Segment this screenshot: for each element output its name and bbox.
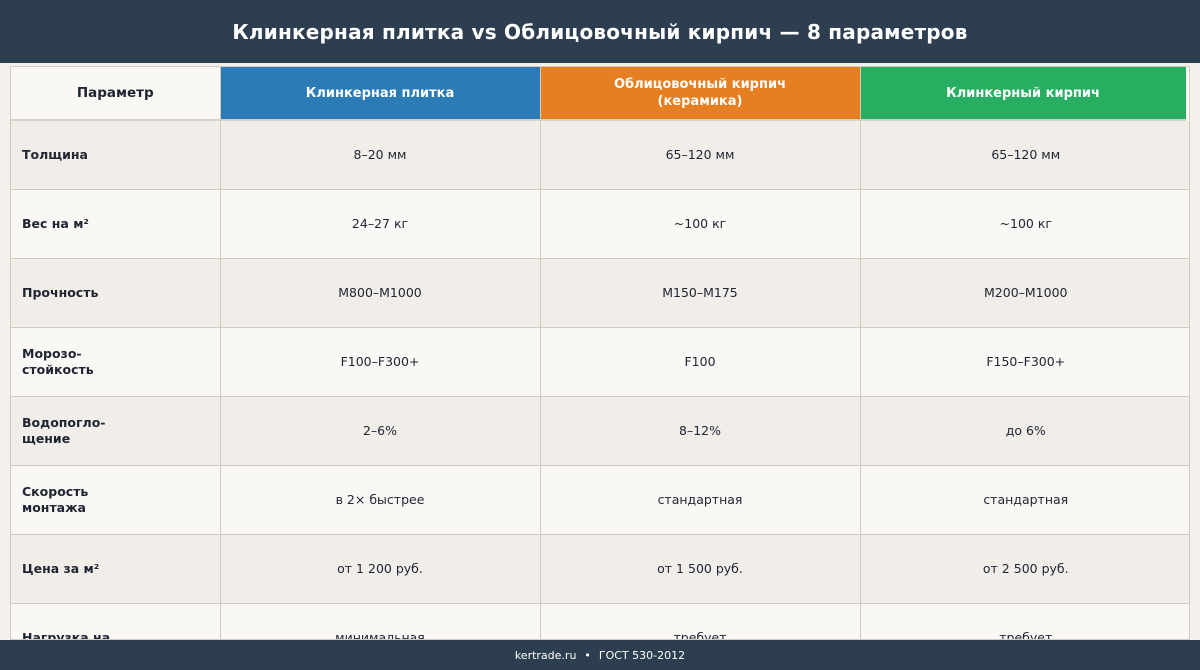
cell-facing-brick: от 1 500 руб. — [540, 534, 861, 604]
page-header: Клинкерная плитка vs Облицовочный кирпич… — [0, 0, 1200, 63]
cell-clinker-brick: М200–М1000 — [860, 258, 1189, 328]
table-row: Прочность М800–М1000 М150–М175 М200–М1000 — [11, 258, 1189, 328]
footer-standard: ГОСТ 530-2012 — [598, 648, 686, 662]
column-header-parameter: Параметр — [11, 67, 221, 120]
cell-parameter: Вес на м² — [11, 189, 221, 259]
table-row: Толщина 8–20 мм 65–120 мм 65–120 мм — [11, 120, 1189, 190]
column-header-facing-brick: Облицовочный кирпич (керамика) — [540, 67, 861, 120]
cell-clinker-tile: F100–F300+ — [220, 327, 541, 397]
cell-parameter: Скорость монтажа — [11, 465, 221, 535]
cell-parameter: Водопогло-щение — [11, 396, 221, 466]
cell-facing-brick: 65–120 мм — [540, 120, 861, 190]
column-header-clinker-tile: Клинкерная плитка — [220, 67, 541, 120]
page-footer: kertrade.ru • ГОСТ 530-2012 — [0, 640, 1200, 670]
cell-clinker-tile: минимальная — [220, 603, 541, 639]
table-row: Скорость монтажа в 2× быстрее стандартная ст… — [11, 465, 1189, 535]
table-row: Водопогло-щение 2–6% 8–12% до 6% — [11, 396, 1189, 466]
table-row: Нагрузка на минимальная требует требует — [11, 603, 1189, 639]
cell-facing-brick: стандартная — [540, 465, 861, 535]
table-row: Морозо-стойкость F100–F300+ F100 F150–F300+ — [11, 327, 1189, 397]
cell-clinker-tile: в 2× быстрее — [220, 465, 541, 535]
cell-clinker-brick: требует — [860, 603, 1189, 639]
cell-clinker-tile: 24–27 кг — [220, 189, 541, 259]
comparison-table-container[interactable]: Параметр Клинкерная плитка Облицовочный … — [10, 66, 1190, 640]
page-title: Клинкерная плитка vs Облицовочный кирпич… — [232, 19, 968, 44]
table-header: Параметр Клинкерная плитка Облицовочный … — [11, 67, 1189, 120]
cell-clinker-brick: ~100 кг — [860, 189, 1189, 259]
table-row: Вес на м² 24–27 кг ~100 кг ~100 кг — [11, 189, 1189, 259]
cell-clinker-brick: 65–120 мм — [860, 120, 1189, 190]
cell-facing-brick: F100 — [540, 327, 861, 397]
cell-parameter: Цена за м² — [11, 534, 221, 604]
cell-facing-brick: ~100 кг — [540, 189, 861, 259]
cell-clinker-tile: 8–20 мм — [220, 120, 541, 190]
column-header-clinker-brick: Клинкерный кирпич — [860, 67, 1189, 120]
cell-clinker-tile: от 1 200 руб. — [220, 534, 541, 604]
footer-separator: • — [584, 648, 591, 662]
cell-clinker-tile: М800–М1000 — [220, 258, 541, 328]
cell-facing-brick: требует — [540, 603, 861, 639]
comparison-table: Параметр Клинкерная плитка Облицовочный … — [11, 67, 1189, 639]
cell-clinker-tile: 2–6% — [220, 396, 541, 466]
cell-clinker-brick: F150–F300+ — [860, 327, 1189, 397]
cell-parameter: Толщина — [11, 120, 221, 190]
header-row: Параметр Клинкерная плитка Облицовочный … — [11, 67, 1189, 120]
cell-clinker-brick: до 6% — [860, 396, 1189, 466]
cell-facing-brick: 8–12% — [540, 396, 861, 466]
cell-parameter: Нагрузка на — [11, 603, 221, 639]
table-row: Цена за м² от 1 200 руб. от 1 500 руб. от 2… — [11, 534, 1189, 604]
cell-parameter: Прочность — [11, 258, 221, 328]
cell-facing-brick: М150–М175 — [540, 258, 861, 328]
cell-clinker-brick: стандартная — [860, 465, 1189, 535]
table-body: Толщина 8–20 мм 65–120 мм 65–120 мм Вес на м… — [11, 120, 1189, 639]
cell-clinker-brick: от 2 500 руб. — [860, 534, 1189, 604]
footer-site: kertrade.ru — [514, 648, 577, 662]
cell-parameter: Морозо-стойкость — [11, 327, 221, 397]
